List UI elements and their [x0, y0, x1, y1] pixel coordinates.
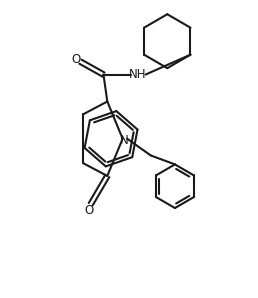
Text: O: O: [71, 53, 80, 66]
Text: O: O: [85, 204, 94, 217]
Text: N: N: [119, 134, 128, 147]
Text: NH: NH: [129, 68, 147, 81]
